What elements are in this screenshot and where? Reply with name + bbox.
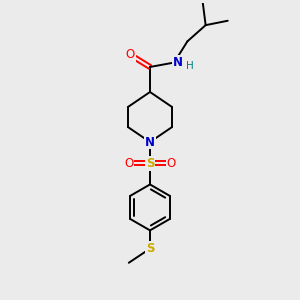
Text: S: S: [146, 157, 154, 170]
Text: S: S: [146, 242, 154, 255]
Text: O: O: [167, 157, 176, 170]
Text: N: N: [145, 136, 155, 148]
Text: H: H: [187, 61, 194, 71]
Text: N: N: [173, 56, 183, 69]
Text: O: O: [124, 157, 134, 170]
Text: O: O: [126, 48, 135, 61]
